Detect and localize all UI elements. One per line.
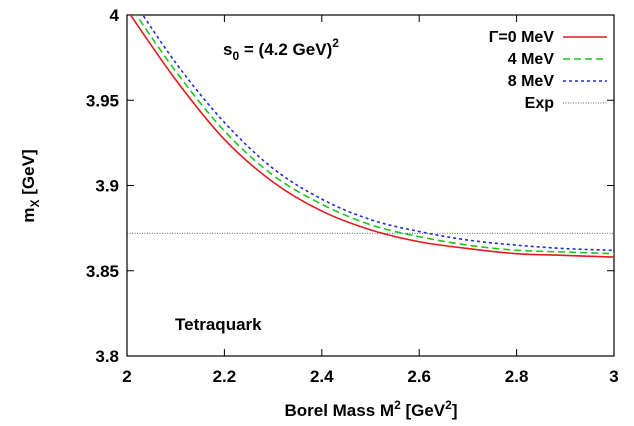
y-tick-label-1: 3.85 [86,262,119,281]
x-axis-title-unit-sup: 2 [445,398,452,412]
s0-main: s [223,40,232,59]
s0-rest: = (4.2 GeV) [239,40,332,59]
x-axis-title-unit-open: [GeV [401,401,446,420]
axis-ticks: 2 2.2 2.4 2.6 2.8 3 3.8 3.85 3.9 3.95 4 [86,6,619,386]
s0-sup: 2 [332,36,339,50]
tetraquark-label: Tetraquark [175,315,262,334]
y-axis-title-main: m [19,207,38,222]
x-tick-label-4: 2.8 [505,367,529,386]
x-axis-title-main: Borel Mass M [284,401,394,420]
y-tick-label-4: 4 [110,6,120,25]
legend-label-2: 8 MeV [508,73,555,90]
x-tick-label-1: 2.2 [213,367,237,386]
x-tick-label-2: 2.4 [310,367,334,386]
x-axis-title: Borel Mass M2 [GeV2] [284,398,457,420]
x-tick-label-0: 2 [122,367,131,386]
s0-annotation: s0 = (4.2 GeV)2 [223,36,339,63]
y-tick-label-2: 3.9 [95,177,119,196]
y-axis-title: mX [GeV] [19,149,42,222]
s0-sub: 0 [232,49,239,63]
legend-label-3: Exp [525,95,555,112]
series-line-1 [135,15,614,255]
legend: Γ=0 MeV 4 MeV 8 MeV Exp [489,29,607,112]
y-axis-title-sub: X [28,199,42,207]
series-line-0 [129,15,614,258]
y-axis-title-unit: [GeV] [19,149,38,199]
y-tick-label-0: 3.8 [95,347,119,366]
x-tick-label-5: 3 [609,367,618,386]
series-layer [127,15,614,258]
x-tick-label-3: 2.6 [407,367,431,386]
y-tick-label-3: 3.95 [86,91,119,110]
x-axis-title-sup: 2 [394,398,401,412]
legend-label-1: 4 MeV [508,51,555,68]
legend-label-0: Γ=0 MeV [489,29,555,46]
x-axis-title-unit-close: ] [452,401,458,420]
series-line-2 [141,15,614,252]
